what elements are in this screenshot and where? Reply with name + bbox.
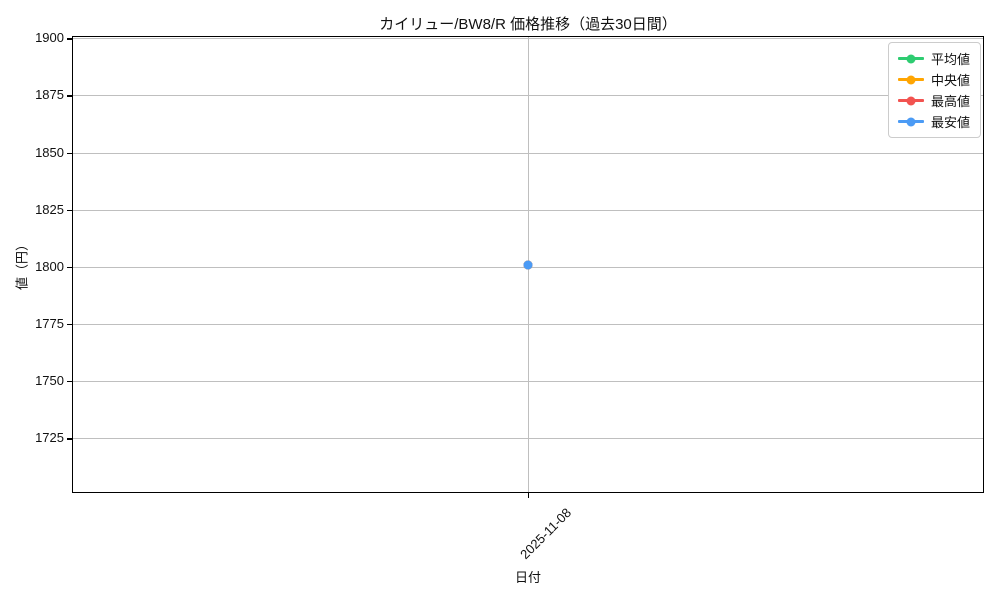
data-point-marker bbox=[523, 260, 533, 269]
legend-line-marker-icon bbox=[897, 95, 924, 106]
chart-title: カイリュー/BW8/R 価格推移（過去30日間） bbox=[379, 16, 677, 33]
legend-line-marker-icon bbox=[897, 116, 924, 127]
y-tick-mark bbox=[67, 95, 72, 97]
legend-label: 平均値 bbox=[930, 52, 970, 67]
legend-line-marker-icon bbox=[897, 74, 924, 85]
legend-label: 最安値 bbox=[930, 115, 970, 130]
legend-item: 最高値 bbox=[897, 92, 970, 109]
y-tick-mark bbox=[67, 38, 72, 40]
y-tick-mark bbox=[67, 381, 72, 383]
x-tick-mark bbox=[528, 493, 530, 498]
legend: 平均値中央値最高値最安値 bbox=[887, 42, 981, 138]
x-axis-label: 日付 bbox=[514, 570, 541, 585]
legend-item: 平均値 bbox=[897, 50, 970, 67]
y-axis-label: 値（円） bbox=[14, 237, 30, 291]
y-tick-label: 1850 bbox=[35, 144, 64, 160]
legend-item: 中央値 bbox=[897, 71, 970, 88]
y-tick-label: 1725 bbox=[35, 430, 64, 446]
y-tick-mark bbox=[67, 438, 72, 440]
y-tick-label: 1775 bbox=[35, 315, 64, 331]
y-tick-mark bbox=[67, 209, 72, 212]
y-tick-mark bbox=[67, 266, 72, 269]
legend-label: 最高値 bbox=[930, 94, 970, 109]
y-tick-label: 1900 bbox=[35, 30, 64, 46]
y-tick-mark bbox=[67, 152, 72, 154]
y-tick-label: 1800 bbox=[35, 258, 64, 274]
y-tick-label: 1825 bbox=[35, 201, 64, 217]
legend-item: 最安値 bbox=[897, 113, 970, 130]
y-tick-label: 1750 bbox=[35, 373, 64, 389]
legend-line-marker-icon bbox=[897, 53, 924, 64]
legend-label: 中央値 bbox=[930, 73, 970, 88]
y-tick-mark bbox=[67, 323, 72, 326]
x-tick-label: 2025-11-08 bbox=[517, 505, 575, 562]
y-tick-label: 1875 bbox=[35, 87, 64, 103]
